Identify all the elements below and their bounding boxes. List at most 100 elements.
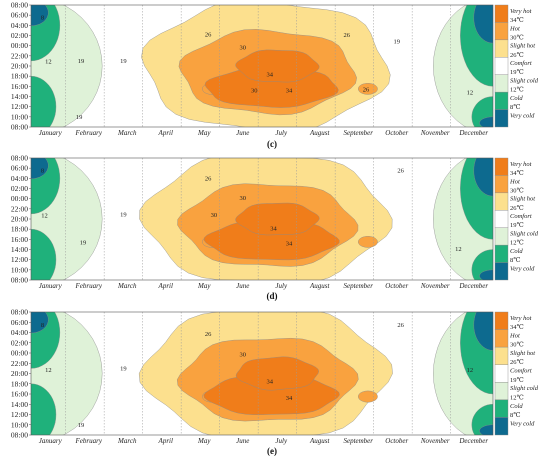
cold-zone	[31, 228, 57, 280]
contour-label: 19	[76, 114, 83, 121]
contour-label: 26	[397, 168, 404, 175]
y-tick-label: 18:00	[11, 72, 28, 81]
x-tick-label: March	[117, 282, 137, 290]
heatmap-field	[31, 312, 493, 435]
y-tick-label: 08:00	[11, 276, 28, 285]
legend-swatch	[494, 227, 509, 246]
legend-swatch	[494, 244, 509, 263]
legend-threshold: 12℃	[510, 239, 524, 247]
x-tick-label: February	[75, 129, 103, 137]
legend-threshold: 19℃	[510, 68, 524, 76]
legend-threshold: 30℃	[510, 341, 524, 349]
contour-label: 34	[286, 240, 293, 247]
legend-swatch	[494, 39, 509, 58]
x-tick-label: November	[420, 437, 450, 445]
legend-swatch	[494, 91, 509, 110]
x-tick-label: October	[385, 129, 408, 137]
y-tick-label: 22:00	[11, 51, 28, 60]
x-tick-label: February	[75, 437, 103, 445]
contour-label: 30	[240, 352, 247, 359]
y-tick-label: 20:00	[11, 369, 28, 378]
legend-swatch	[494, 4, 509, 23]
legend-label: Very hot	[510, 315, 532, 322]
y-tick-label: 06:00	[11, 11, 28, 20]
panel-caption: (e)	[267, 446, 277, 456]
y-tick-label: 08:00	[11, 308, 28, 317]
contour-label: 30	[240, 45, 247, 52]
contour-label: 12	[45, 58, 52, 65]
y-tick-label: 16:00	[11, 390, 28, 399]
contour-label: 8	[41, 15, 44, 22]
legend-label: Slight cold	[510, 78, 539, 85]
x-tick-label: July	[275, 437, 288, 445]
x-tick-label: August	[309, 437, 331, 445]
y-tick-label: 18:00	[11, 379, 28, 388]
y-tick-label: 04:00	[11, 174, 28, 183]
very-cold-zone	[473, 158, 493, 197]
legend-swatch	[494, 262, 509, 281]
x-tick-label: December	[458, 282, 488, 290]
very-cold-zone	[473, 5, 493, 44]
legend-swatch	[494, 399, 509, 418]
legend-swatch	[494, 22, 509, 41]
very-cold-zone	[473, 312, 493, 351]
legend-label: Very cold	[510, 420, 535, 427]
x-tick-label: April	[158, 129, 173, 137]
y-tick-label: 16:00	[11, 82, 28, 91]
legend-label: Comfort	[510, 60, 532, 67]
x-tick-label: November	[420, 282, 450, 290]
very-hot-zone	[235, 356, 320, 391]
legend-label: Very hot	[510, 161, 532, 168]
legend-label: Very hot	[510, 8, 532, 15]
legend-threshold: 19℃	[510, 221, 524, 229]
y-tick-label: 08:00	[11, 154, 28, 163]
y-tick-label: 20:00	[11, 62, 28, 71]
legend: Very hot Hot Slight hot Comfort Slight cold C…	[494, 311, 539, 436]
hot-zone	[358, 390, 378, 403]
contour-label: 26	[205, 31, 212, 38]
legend-label: Cold	[510, 95, 523, 102]
legend-threshold: 8℃	[510, 103, 521, 111]
legend-label: Hot	[509, 178, 520, 185]
legend-label: Slight hot	[510, 196, 535, 203]
y-tick-label: 10:00	[11, 265, 28, 274]
very-cold-zone	[31, 312, 49, 334]
x-tick-label: March	[117, 437, 137, 445]
y-tick-label: 16:00	[11, 235, 28, 244]
legend-threshold: 12℃	[510, 393, 524, 401]
panel-caption: (d)	[267, 291, 278, 301]
y-tick-label: 12:00	[11, 255, 28, 264]
legend-threshold: 8℃	[510, 411, 521, 419]
legend-swatch	[494, 57, 509, 75]
y-tick-label: 14:00	[11, 245, 28, 254]
legend-swatch	[494, 346, 509, 365]
x-tick-label: September	[343, 437, 373, 445]
contour-label: 12	[467, 367, 474, 374]
y-tick-label: 04:00	[11, 328, 28, 337]
very-hot-zone	[235, 202, 320, 236]
very-cold-zone	[479, 269, 493, 280]
y-tick-label: 08:00	[11, 431, 28, 440]
y-tick-label: 04:00	[11, 21, 28, 30]
x-tick-label: August	[309, 129, 331, 137]
legend-swatch	[494, 192, 509, 211]
x-tick-label: January	[39, 129, 63, 137]
contour-label: 19	[394, 39, 401, 46]
x-tick-label: May	[197, 437, 211, 445]
contour-label: 19	[120, 211, 127, 218]
very-hot-zone	[235, 49, 320, 83]
x-tick-label: August	[309, 282, 331, 290]
y-tick-label: 14:00	[11, 400, 28, 409]
contour-label: 19	[120, 58, 127, 65]
legend-label: Hot	[509, 332, 520, 339]
legend-threshold: 19℃	[510, 376, 524, 384]
y-tick-label: 20:00	[11, 215, 28, 224]
x-tick-label: June	[236, 282, 249, 290]
x-tick-label: January	[39, 437, 63, 445]
legend-label: Slight hot	[510, 350, 535, 357]
cold-zone	[31, 383, 57, 435]
legend-label: Cold	[510, 248, 523, 255]
x-tick-label: April	[158, 437, 173, 445]
y-tick-label: 14:00	[11, 92, 28, 101]
